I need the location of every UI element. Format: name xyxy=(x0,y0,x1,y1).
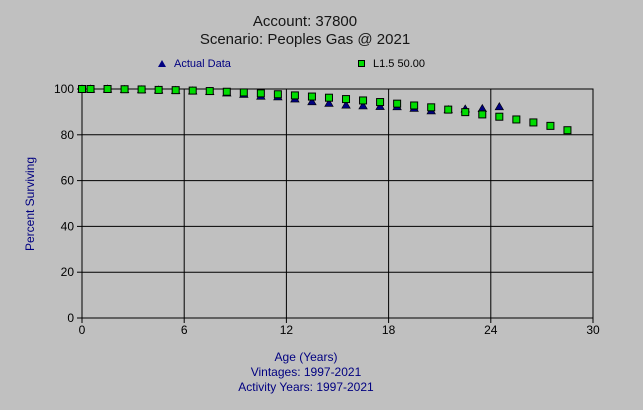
plot-border xyxy=(81,88,594,319)
footer-activity-years: Activity Years: 1997-2021 xyxy=(238,380,374,394)
fit-curve-point xyxy=(410,101,419,110)
fit-curve-point xyxy=(529,118,538,127)
fit-curve-point xyxy=(342,95,351,104)
fit-curve-point xyxy=(359,96,368,105)
fit-curve-point xyxy=(205,87,214,96)
fit-curve-point xyxy=(273,90,282,99)
fit-curve-point xyxy=(256,89,265,98)
y-tick-label: 100 xyxy=(54,82,74,96)
fit-curve-point xyxy=(546,121,555,130)
fit-curve-point xyxy=(393,99,402,108)
fit-curve-point xyxy=(444,105,453,114)
chart-title-scenario: Scenario: Peoples Gas @ 2021 xyxy=(199,31,411,48)
fit-curve-point xyxy=(188,86,197,95)
x-tick-label: 30 xyxy=(586,323,600,337)
chart-title-account: Account: 37800 xyxy=(252,13,358,30)
fit-curve-point xyxy=(478,110,487,119)
fit-curve-point xyxy=(86,85,95,93)
fit-curve-point xyxy=(512,115,521,124)
fit-curve-point xyxy=(307,92,316,101)
footer-vintages: Vintages: 1997-2021 xyxy=(250,365,362,379)
actual-data-point xyxy=(494,102,505,111)
fit-curve-point xyxy=(120,85,129,94)
legend-label-actual-data: Actual Data xyxy=(174,57,231,70)
actual-data-point xyxy=(307,96,317,106)
square-marker-icon xyxy=(358,60,365,67)
x-tick-label: 18 xyxy=(382,323,396,337)
x-tick-label: 6 xyxy=(181,323,188,337)
legend-label-fit-curve: L1.5 50.00 xyxy=(373,57,425,70)
fit-curve-point xyxy=(461,108,470,117)
x-tick-label: 0 xyxy=(79,323,86,337)
actual-data-point xyxy=(358,101,368,110)
actual-data-point xyxy=(341,100,351,109)
x-axis-title: Age (Years) xyxy=(274,350,338,364)
y-tick-label: 0 xyxy=(67,311,74,325)
fit-curve-point xyxy=(103,85,112,93)
y-tick-label: 60 xyxy=(61,174,75,188)
y-tick-label: 40 xyxy=(61,219,75,233)
fit-curve-point xyxy=(427,103,436,112)
legend-item-actual-data: Actual Data xyxy=(158,57,231,70)
fit-curve-point xyxy=(171,86,180,95)
x-tick-label: 12 xyxy=(280,323,294,337)
fit-curve-point xyxy=(222,87,231,96)
y-tick-label: 20 xyxy=(61,265,75,279)
fit-curve-point xyxy=(154,85,163,94)
y-tick-label: 80 xyxy=(61,128,75,142)
fit-curve-point xyxy=(563,126,572,135)
fit-curve-point xyxy=(376,98,385,107)
fit-curve-point xyxy=(137,85,146,94)
actual-data-point xyxy=(324,98,334,107)
triangle-marker-icon xyxy=(158,60,166,67)
fit-curve-point xyxy=(495,112,504,121)
fit-curve-point xyxy=(78,85,86,93)
legend-item-fit-curve: L1.5 50.00 xyxy=(358,57,425,70)
fit-curve-point xyxy=(324,93,333,102)
fit-curve-point xyxy=(290,91,299,100)
x-tick-label: 24 xyxy=(484,323,498,337)
fit-curve-point xyxy=(239,88,248,97)
